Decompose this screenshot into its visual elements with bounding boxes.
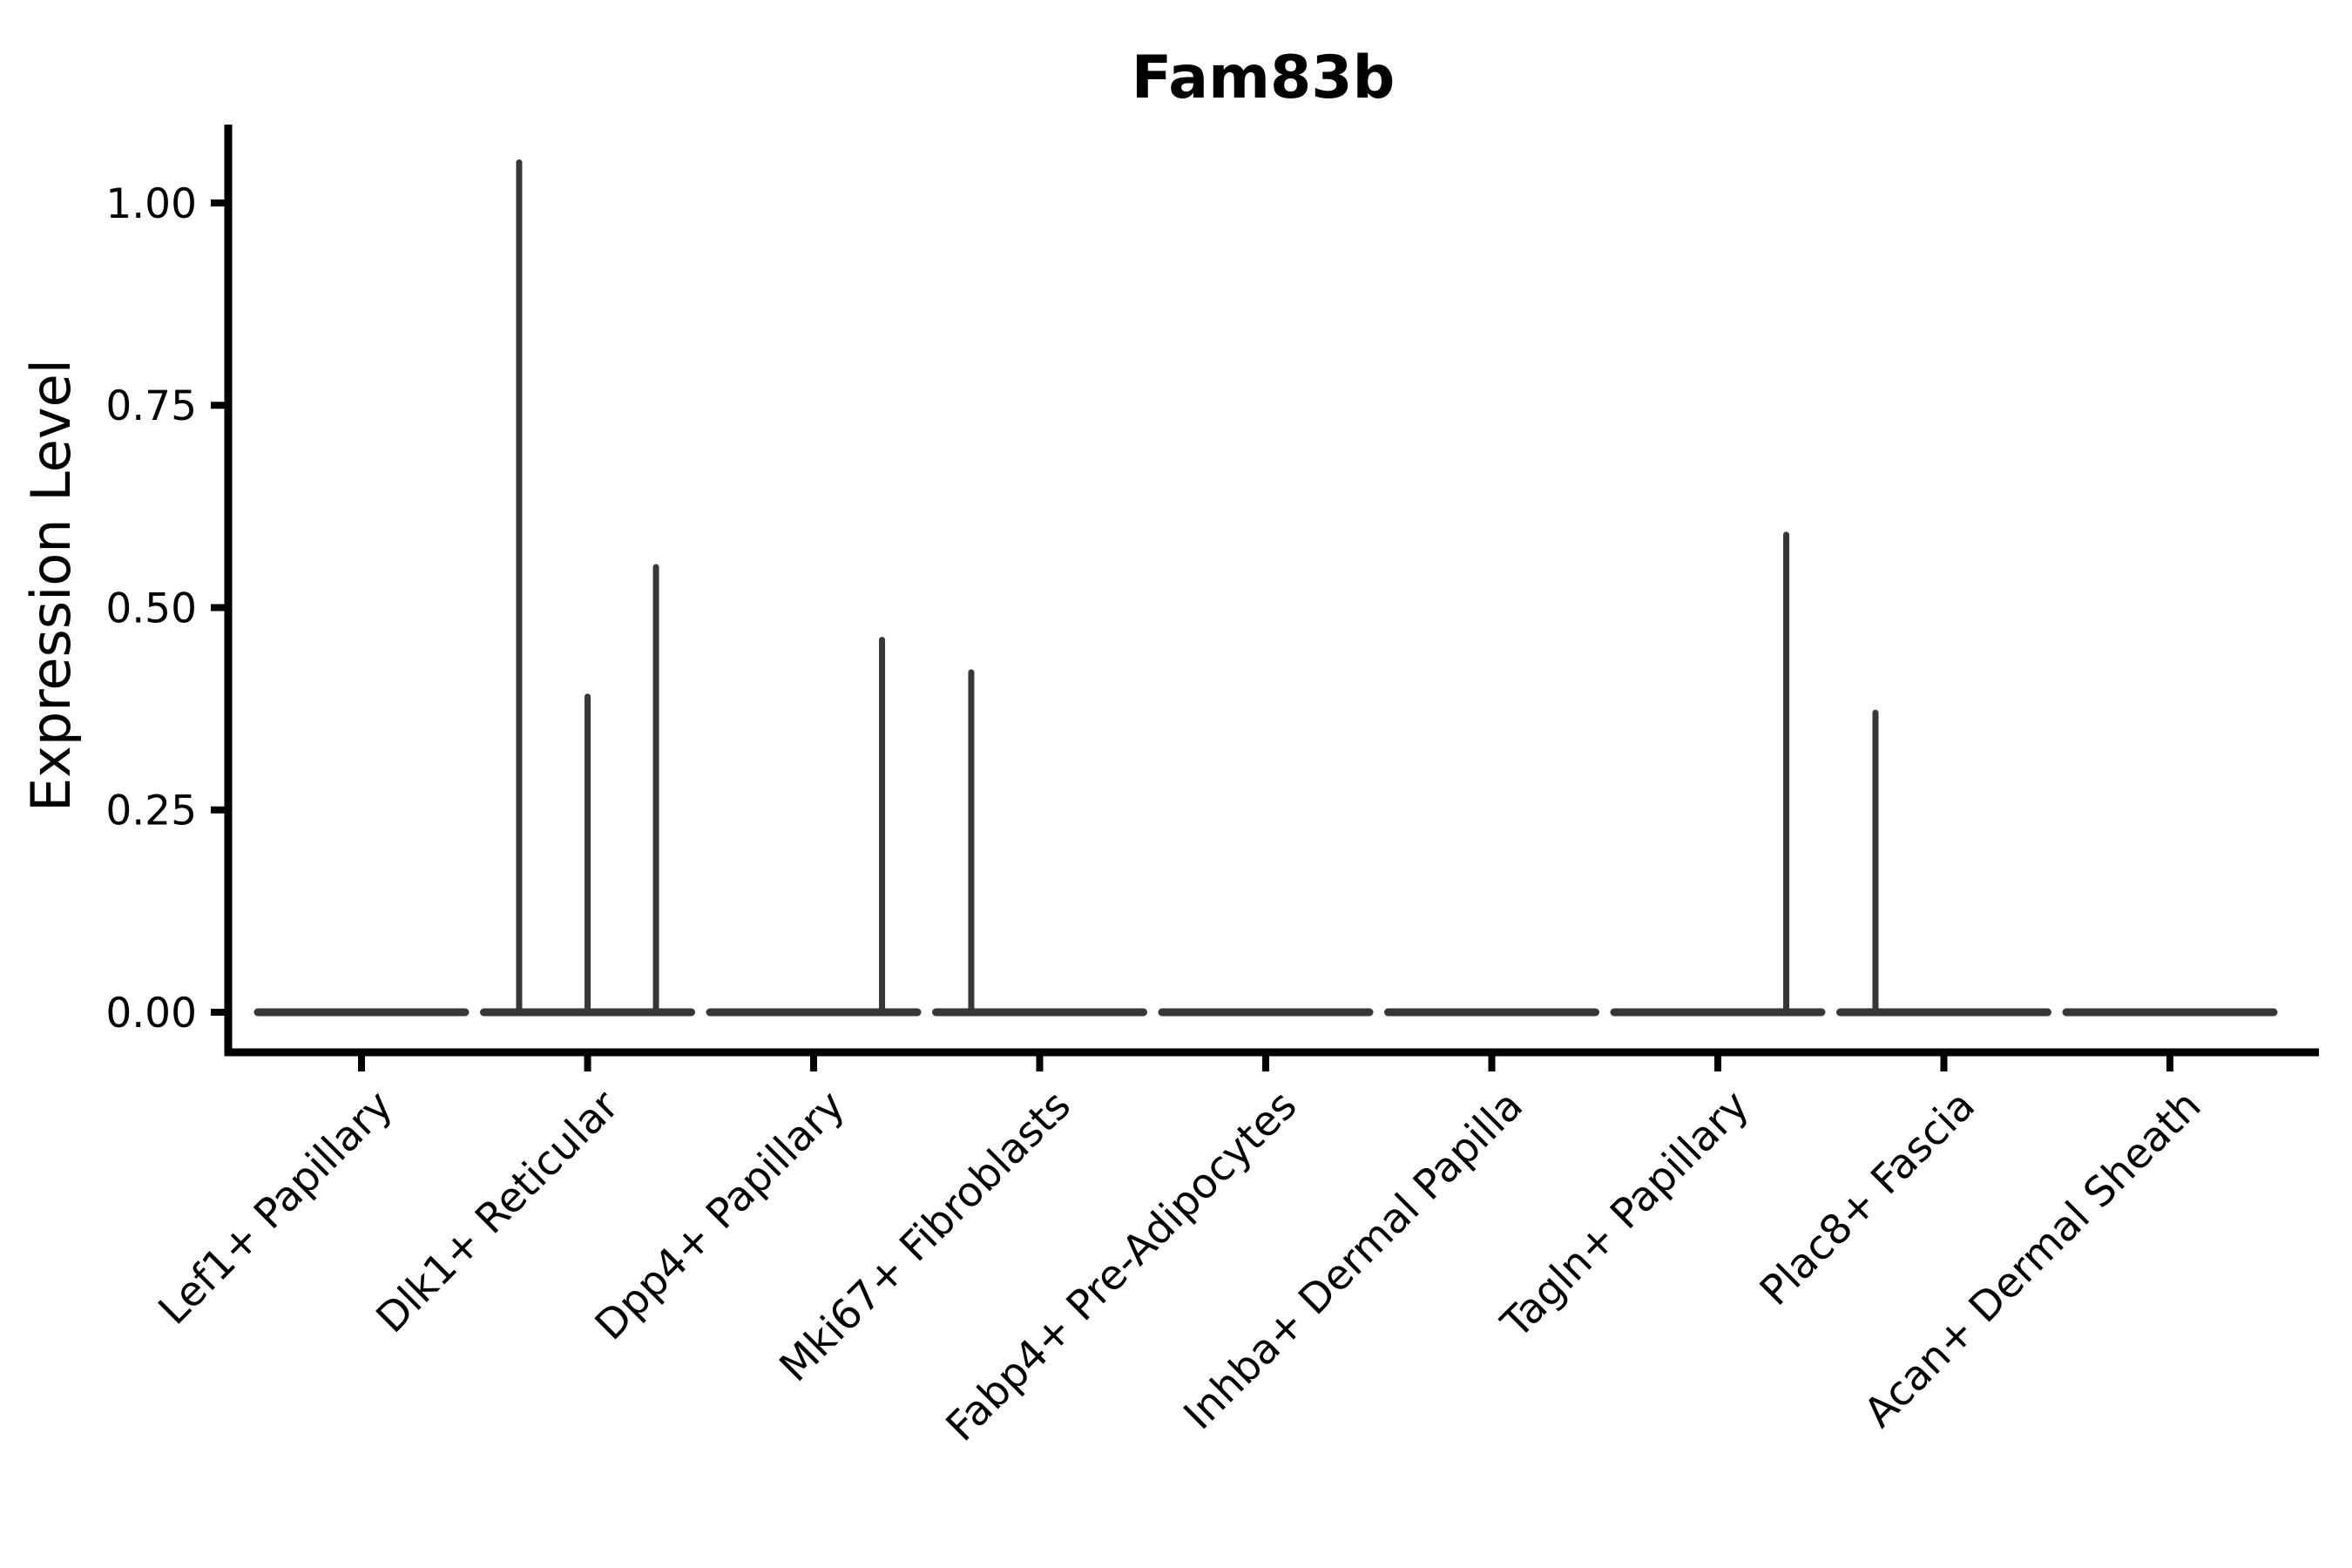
- x-tick-label-3: Dpp4+ Papillary: [586, 1082, 855, 1350]
- y-tick-label-0.50: 0.50: [105, 585, 197, 632]
- x-tick-label-7: Tagln+ Papillary: [1492, 1082, 1759, 1348]
- y-tick-label-1.00: 1.00: [105, 180, 197, 228]
- plot-area: 0.00 0.25 0.50 0.75 1.00 Lef1+ PapillaryDlk1+…: [105, 125, 2319, 1450]
- y-axis-title: Expression Level: [19, 359, 83, 812]
- x-tick-label-2: Dlk1+ Reticular: [368, 1081, 629, 1342]
- y-tick-label-0.00: 0.00: [105, 990, 197, 1037]
- y-tick-label-0.75: 0.75: [105, 382, 197, 430]
- x-tick-label-1: Lef1+ Papillary: [150, 1082, 402, 1335]
- y-tick-label-0.25: 0.25: [105, 787, 197, 835]
- chart-title: Fam83b: [1132, 44, 1396, 112]
- x-tick-label-8: Plac8+ Fascia: [1751, 1082, 1984, 1315]
